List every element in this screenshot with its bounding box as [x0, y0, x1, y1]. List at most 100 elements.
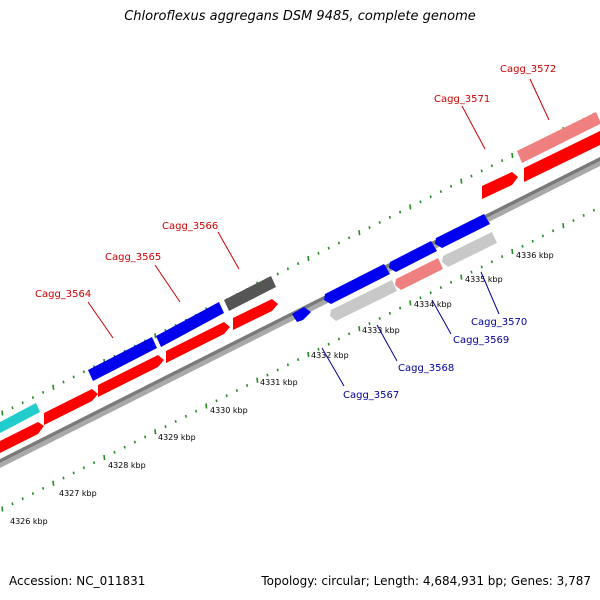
upper-tick: [501, 159, 504, 163]
leader-cagg3564: [87, 301, 114, 339]
scale-label-4336: 4336 kbp: [516, 251, 554, 260]
lower-tick: [103, 454, 106, 461]
leader-cagg3569: [431, 299, 452, 335]
lower-tick: [286, 363, 289, 367]
gene-blue-small[interactable]: [292, 307, 311, 322]
lower-tick: [235, 389, 238, 392]
gene-red-4[interactable]: [166, 322, 230, 363]
gene-dark-cagg3566[interactable]: [224, 276, 276, 311]
upper-tick: [31, 396, 34, 399]
gene-cyan[interactable]: [0, 403, 40, 433]
upper-tick: [450, 184, 453, 188]
lower-tick: [256, 377, 259, 383]
lower-tick: [317, 347, 320, 351]
upper-tick: [317, 251, 320, 255]
leader-cagg3565: [154, 264, 181, 303]
lower-tick: [531, 239, 534, 243]
lower-tick: [133, 440, 136, 444]
leader-cagg3570: [480, 271, 500, 315]
upper-tick: [11, 406, 14, 410]
leader-cagg3571: [461, 105, 486, 150]
upper-tick: [42, 390, 45, 394]
lower-tick: [93, 461, 96, 465]
leader-cagg3567: [321, 347, 345, 387]
lower-tick: [409, 300, 412, 306]
lower-tick: [215, 399, 218, 403]
upper-tick: [1, 410, 4, 416]
label-cagg3570: Cagg_3570: [471, 317, 527, 328]
gene-blue-1[interactable]: [88, 337, 157, 381]
lower-tick: [470, 270, 473, 274]
reverse-strand-inner: [292, 214, 497, 322]
lower-tick: [164, 425, 167, 429]
scale-label-4327: 4327 kbp: [59, 489, 97, 498]
lower-tick-row: [1, 208, 595, 512]
gene-red-2[interactable]: [44, 389, 98, 425]
scale-label-4331: 4331 kbp: [260, 378, 298, 387]
scale-label-4334: 4334 kbp: [414, 300, 452, 309]
scale-label-4330: 4330 kbp: [210, 406, 248, 415]
gene-red-5[interactable]: [233, 299, 278, 330]
upper-tick: [470, 174, 473, 178]
forward-strand-inner: [0, 131, 600, 453]
label-cagg3568: Cagg_3568: [398, 363, 454, 374]
lower-tick: [429, 291, 432, 295]
lower-tick: [368, 322, 371, 326]
gene-pink-cagg3572[interactable]: [517, 112, 600, 163]
label-cagg3566: Cagg_3566: [162, 221, 218, 232]
lower-tick: [388, 311, 391, 315]
upper-tick: [337, 241, 340, 245]
gene-blue-2[interactable]: [156, 302, 224, 347]
gene-red-3[interactable]: [98, 355, 164, 397]
lower-tick: [72, 471, 75, 475]
gene-grey-cagg3567[interactable]: [330, 280, 397, 321]
upper-tick: [327, 246, 330, 250]
lower-tick: [21, 497, 24, 501]
gene-labels: Cagg_3564 Cagg_3565 Cagg_3566 Cagg_3571 …: [35, 64, 556, 401]
gene-blue-5[interactable]: [435, 214, 490, 248]
upper-tick: [307, 255, 310, 262]
lower-tick: [592, 208, 595, 212]
gene-grey-cagg3570[interactable]: [442, 232, 497, 267]
lower-tick: [582, 213, 585, 217]
lower-tick: [225, 394, 228, 398]
leader-cagg3572: [529, 78, 550, 121]
upper-tick: [72, 375, 75, 379]
lower-tick: [42, 486, 45, 490]
map-title: Chloroflexus aggregans DSM 9485, complet…: [124, 9, 476, 24]
scale-labels: 4326 kbp 4327 kbp 4328 kbp 4329 kbp 4330…: [10, 251, 554, 526]
lower-tick: [1, 506, 4, 512]
scale-label-4329: 4329 kbp: [158, 433, 196, 442]
label-cagg3564: Cagg_3564: [35, 289, 91, 300]
label-cagg3572: Cagg_3572: [500, 64, 556, 75]
lower-tick: [480, 265, 483, 269]
upper-tick: [490, 164, 493, 168]
gene-red-1[interactable]: [0, 422, 44, 453]
upper-tick: [368, 226, 371, 230]
genome-summary-text: Topology: circular; Length: 4,684,931 bp…: [261, 574, 591, 588]
lower-tick: [562, 223, 565, 229]
upper-tick: [480, 169, 483, 173]
gene-blue-3[interactable]: [324, 264, 390, 304]
gene-blue-4[interactable]: [389, 241, 437, 272]
lower-tick: [348, 332, 351, 336]
gene-pink-cagg3569[interactable]: [395, 258, 443, 290]
lower-tick: [572, 219, 575, 222]
lower-tick: [501, 255, 504, 259]
label-cagg3565: Cagg_3565: [105, 252, 161, 263]
upper-tick: [409, 204, 412, 210]
lower-tick: [337, 337, 340, 341]
upper-tick: [276, 272, 279, 276]
gene-red-6[interactable]: [524, 131, 600, 182]
upper-tick: [21, 401, 24, 405]
lower-tick: [297, 358, 300, 362]
upper-tick: [460, 178, 463, 184]
lower-tick: [511, 248, 514, 255]
lower-tick: [399, 306, 402, 310]
gene-red-cagg3571[interactable]: [482, 172, 518, 199]
leader-cagg3566: [217, 231, 240, 270]
scale-label-4332: 4332 kbp: [311, 351, 349, 360]
upper-tick: [511, 152, 514, 159]
